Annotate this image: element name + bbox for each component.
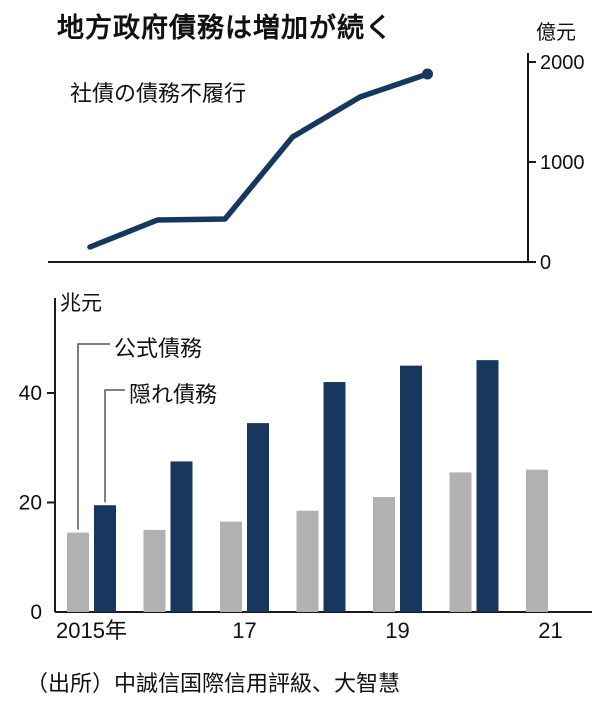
x-tick-label: 17 <box>232 618 256 643</box>
chart-title: 地方政府債務は増加が続く <box>57 13 393 43</box>
bar-chart: 0 20 40 2015年 17 19 21 <box>19 298 592 643</box>
x-tick-label: 21 <box>538 618 562 643</box>
line-chart-unit-label: 億元 <box>536 22 576 44</box>
x-tick-label: 2015年 <box>56 618 127 643</box>
line-series-label: 社債の債務不履行 <box>70 81 247 106</box>
bar-official-2016 <box>143 529 166 612</box>
y-tick-label: 0 <box>540 252 551 274</box>
y-tick-label: 1000 <box>540 152 585 174</box>
bar-official-2020 <box>449 472 472 612</box>
legend-hidden-debt-label: 隠れ債務 <box>129 382 218 407</box>
y-tick-label: 2000 <box>540 52 585 74</box>
x-tick-label: 19 <box>385 618 409 643</box>
line-end-dot <box>422 68 433 80</box>
defaults-line-series <box>87 71 431 250</box>
line-chart: 0 1000 2000 <box>48 52 585 274</box>
legend-connector-official <box>77 343 110 530</box>
bar-hidden-2019 <box>400 365 422 612</box>
bar-hidden-2015 <box>94 505 116 612</box>
bar-official-2015 <box>67 532 89 612</box>
source-note: （出所）中誠信国際信用評級、大智慧 <box>26 671 401 696</box>
bar-hidden-2017 <box>247 423 269 612</box>
bar-official-2019 <box>373 497 395 612</box>
y-tick-label: 0 <box>30 601 42 624</box>
bar-hidden-2020 <box>476 360 499 612</box>
legend-official-debt-label: 公式債務 <box>114 336 203 361</box>
bar-official-2021 <box>526 469 548 612</box>
bar-official-2018 <box>296 510 319 612</box>
y-tick-label: 20 <box>19 492 42 515</box>
legend-connector-hidden <box>104 389 125 503</box>
bar-official-2017 <box>220 521 242 612</box>
bar-hidden-2016 <box>170 461 193 612</box>
bar-chart-unit-label: 兆元 <box>60 292 102 315</box>
y-tick-label: 40 <box>19 382 42 405</box>
bar-hidden-2018 <box>323 382 346 612</box>
